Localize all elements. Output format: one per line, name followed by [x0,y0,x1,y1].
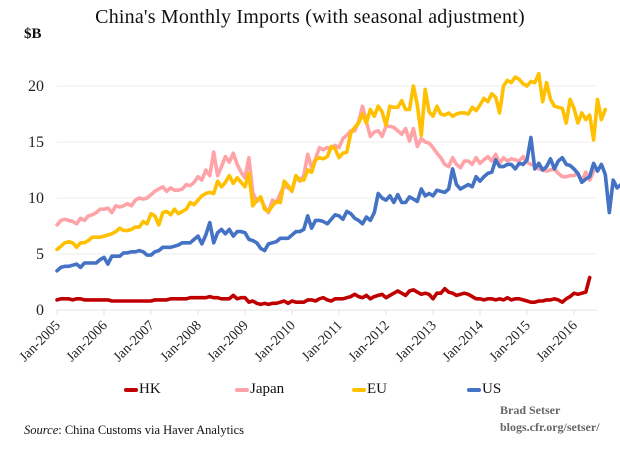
x-tick-label: Jan-2012 [346,318,393,365]
y-tick-label: 0 [36,302,44,319]
y-tick-label: 20 [28,78,44,95]
x-tick-label: Jan-2010 [252,318,299,365]
source-label: Source [24,423,59,437]
legend-label: HK [139,381,161,397]
legend-swatch [352,387,366,392]
x-tick-label: Jan-2008 [158,318,205,365]
author-url: blogs.cfr.org/setser/ [500,420,600,434]
chart-title: China's Monthly Imports (with seasonal a… [95,6,525,28]
author-credit: Brad Setser blogs.cfr.org/setser/ [500,402,600,436]
series-line-japan [55,104,596,227]
y-axis-label: $B [24,26,42,42]
series-line-us [55,135,620,273]
x-tick-label: Jan-2013 [393,318,440,365]
y-tick-label: 10 [28,190,44,207]
legend-item-japan: Japan [235,381,284,398]
series-lines [55,71,620,307]
y-tick-label: 15 [28,134,44,151]
legend-item-eu: EU [352,381,387,398]
legend-swatch [124,387,138,392]
legend: HK Japan EU US [0,381,620,401]
author-name: Brad Setser [500,403,561,417]
legend-item-hk: HK [124,381,161,398]
x-tick-label: Jan-2016 [534,318,581,365]
x-axis-ticks: Jan-2005 Jan-2006 Jan-2007 Jan-2008 Jan-2009… [17,310,581,365]
source-note: Source: China Customs via Haver Analytic… [24,423,244,438]
x-tick-label: Jan-2009 [205,318,252,365]
legend-label: EU [367,381,387,397]
legend-label: Japan [250,381,285,397]
x-tick-label: Jan-2006 [64,318,111,365]
y-axis-ticks: 0 5 10 15 20 [28,78,44,319]
x-tick-label: Jan-2015 [487,318,534,365]
source-text: : China Customs via Haver Analytics [58,423,244,437]
x-tick-label: Jan-2014 [440,318,487,365]
x-tick-label: Jan-2011 [299,318,346,365]
y-tick-label: 5 [36,246,44,263]
series-line-hk [55,275,592,307]
legend-swatch [235,387,249,392]
series-line-eu [55,71,608,252]
x-tick-label: Jan-2007 [111,318,158,365]
legend-swatch [467,387,481,392]
x-tick-label: Jan-2005 [17,318,64,365]
legend-label: US [482,381,502,397]
legend-item-us: US [467,381,501,398]
